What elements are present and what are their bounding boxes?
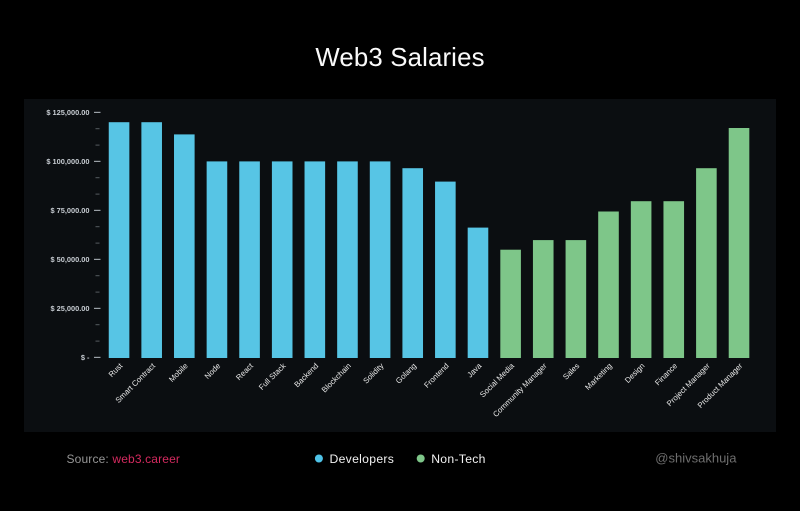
svg-text:@shivsakhuja: @shivsakhuja [655,450,737,465]
svg-text:Developers: Developers [330,452,395,466]
svg-text:$ 75,000.00: $ 75,000.00 [50,206,89,215]
svg-text:Source: web3.career: Source: web3.career [67,452,181,466]
svg-text:$ 125,000.00: $ 125,000.00 [46,108,89,117]
svg-text:Web3 Salaries: Web3 Salaries [315,44,484,72]
svg-text:Non-Tech: Non-Tech [431,452,486,466]
svg-text:$ 100,000.00: $ 100,000.00 [46,157,89,166]
svg-text:$ -: $ - [81,353,90,362]
svg-text:$ 50,000.00: $ 50,000.00 [50,255,89,264]
svg-text:$ 25,000.00: $ 25,000.00 [50,304,89,313]
